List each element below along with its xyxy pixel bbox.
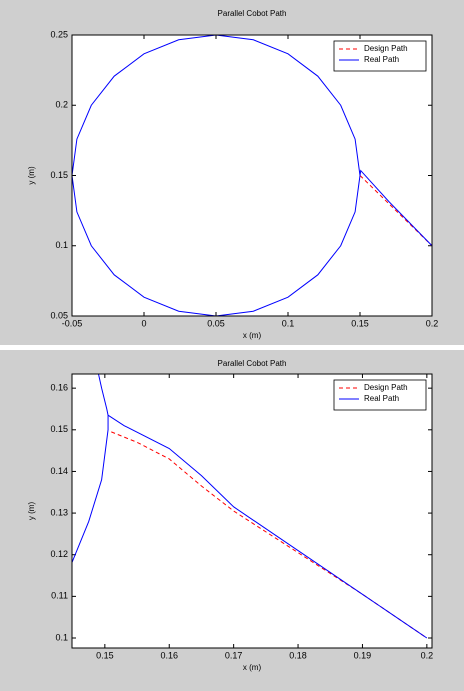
x-tick-label: 0.2 <box>421 650 434 660</box>
y-axis-label: y (m) <box>27 166 36 185</box>
y-axis-label: y (m) <box>27 502 36 521</box>
y-tick-label: 0.15 <box>50 170 68 180</box>
y-tick-label: 0.16 <box>50 383 68 393</box>
legend-label: Real Path <box>364 55 399 64</box>
x-tick-label: 0.1 <box>282 318 295 328</box>
y-tick-label: 0.12 <box>50 549 68 559</box>
x-axis-label: x (m) <box>243 663 262 672</box>
legend-label: Design Path <box>364 44 408 53</box>
y-tick-label: 0.11 <box>51 591 68 601</box>
legend-label: Real Path <box>364 394 399 403</box>
x-tick-label: -0.05 <box>62 318 83 328</box>
y-tick-label: 0.1 <box>55 240 68 250</box>
chart-title: Parallel Cobot Path <box>218 359 287 368</box>
x-tick-label: 0.15 <box>351 318 369 328</box>
legend-box <box>333 379 427 411</box>
x-tick-label: 0 <box>141 318 146 328</box>
data-line <box>72 35 432 316</box>
x-tick-label: 0.2 <box>426 318 439 328</box>
y-tick-label: 0.1 <box>55 632 68 642</box>
plot-area <box>72 374 432 648</box>
x-tick-label: 0.16 <box>160 650 178 660</box>
plot-area <box>72 35 432 316</box>
x-tick-label: 0.19 <box>354 650 372 660</box>
data-line <box>72 374 428 639</box>
data-line <box>359 175 432 247</box>
y-tick-label: 0.2 <box>55 100 68 110</box>
legend-box <box>333 40 427 72</box>
x-tick-label: 0.17 <box>225 650 243 660</box>
y-tick-label: 0.13 <box>50 507 68 517</box>
y-tick-label: 0.05 <box>50 310 68 320</box>
x-axis-label: x (m) <box>243 331 262 340</box>
x-tick-label: 0.05 <box>207 318 225 328</box>
axes-box <box>71 373 433 649</box>
y-tick-label: 0.15 <box>50 424 68 434</box>
axes-box <box>71 34 433 317</box>
x-tick-label: 0.15 <box>96 650 114 660</box>
x-tick-label: 0.18 <box>289 650 307 660</box>
legend-label: Design Path <box>364 383 408 392</box>
y-tick-label: 0.14 <box>50 466 68 476</box>
chart-title: Parallel Cobot Path <box>218 9 287 18</box>
y-tick-label: 0.25 <box>50 29 68 39</box>
